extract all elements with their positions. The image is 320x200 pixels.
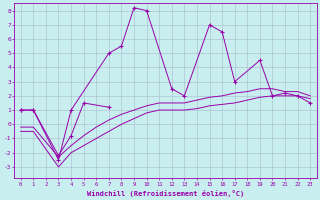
X-axis label: Windchill (Refroidissement éolien,°C): Windchill (Refroidissement éolien,°C) <box>87 190 244 197</box>
